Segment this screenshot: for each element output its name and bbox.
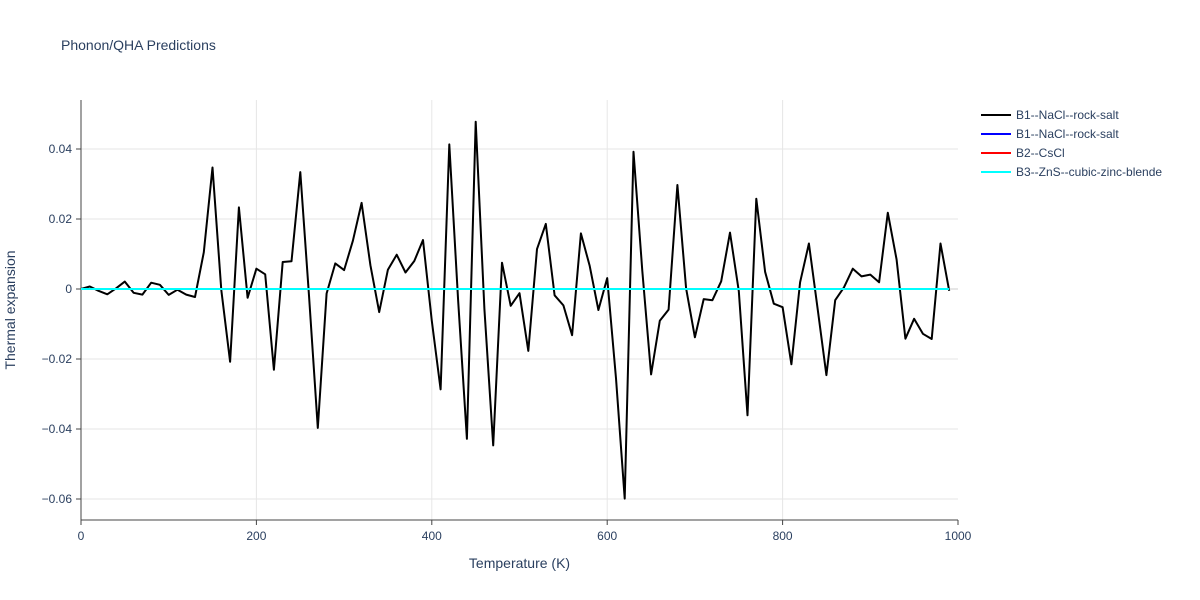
- series-line-0: [80, 120, 951, 500]
- y-tick-label: 0.04: [49, 142, 73, 156]
- axes: 0 200 400 600 800 1000 −0.06 −0.04 −0.02 0 0.02 0.0…: [42, 100, 972, 543]
- x-axis-title: Temperature (K): [469, 555, 570, 571]
- legend-label: B1--NaCl--rock-salt: [1016, 127, 1119, 141]
- y-tick-label: −0.04: [42, 422, 73, 436]
- legend-label: B3--ZnS--cubic-zinc-blende: [1016, 165, 1162, 179]
- x-tick-label: 0: [78, 529, 85, 543]
- x-tick-label: 400: [422, 529, 442, 543]
- series-layer: [80, 120, 951, 500]
- legend-label: B2--CsCl: [1016, 146, 1065, 160]
- y-tick-label: 0.02: [49, 212, 73, 226]
- legend-label: B1--NaCl--rock-salt: [1016, 108, 1119, 122]
- y-axis-title: Thermal expansion: [2, 250, 18, 369]
- grid: [81, 100, 958, 520]
- x-tick-label: 1000: [945, 529, 972, 543]
- x-tick-label: 600: [597, 529, 617, 543]
- x-tick-label: 200: [246, 529, 266, 543]
- legend: B1--NaCl--rock-salt B1--NaCl--rock-salt B2…: [981, 108, 1162, 179]
- y-tick-label: 0: [65, 282, 72, 296]
- y-tick-label: −0.02: [42, 352, 73, 366]
- chart-title: Phonon/QHA Predictions: [61, 37, 216, 53]
- y-tick-label: −0.06: [42, 492, 73, 506]
- x-tick-label: 800: [773, 529, 793, 543]
